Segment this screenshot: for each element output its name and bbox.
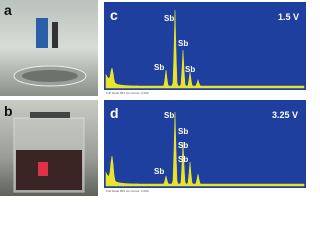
peak-label: Sb bbox=[154, 63, 164, 72]
peak-label: Sb bbox=[178, 39, 188, 48]
voltage-label: 1.5 V bbox=[278, 12, 299, 22]
spectrum-d-bg bbox=[104, 100, 306, 188]
panel-label: a bbox=[4, 2, 12, 18]
peak-label: Sb bbox=[185, 65, 195, 74]
page: a b c 1.5 V Sb Sb Sb Sb Full Scale 863 c… bbox=[0, 0, 306, 196]
peak-label: Sb bbox=[178, 141, 188, 150]
peak-label: Sb bbox=[154, 167, 164, 176]
panel-label: c bbox=[110, 7, 118, 23]
spectrum-c bbox=[105, 9, 305, 89]
panel-label: b bbox=[4, 103, 13, 119]
footer: Full Scale 863 cts Cursor: 0.000 bbox=[106, 189, 149, 193]
spectrum-c-bg bbox=[104, 2, 306, 90]
figure: a b c 1.5 V Sb Sb Sb Sb Full Scale 863 c… bbox=[0, 0, 306, 196]
peak-label: Sb bbox=[178, 155, 188, 164]
spectrum-d bbox=[105, 111, 305, 187]
photo-b: b bbox=[0, 100, 98, 196]
photo-a: a bbox=[0, 0, 98, 96]
voltage-label: 3.25 V bbox=[272, 110, 298, 120]
footer: Full Scale 863 cts Cursor: 0.000 bbox=[106, 91, 149, 95]
peak-label: Sb bbox=[164, 14, 174, 23]
peak-label: Sb bbox=[178, 127, 188, 136]
peak-label: Sb bbox=[164, 111, 174, 120]
panel-label: d bbox=[110, 105, 119, 121]
